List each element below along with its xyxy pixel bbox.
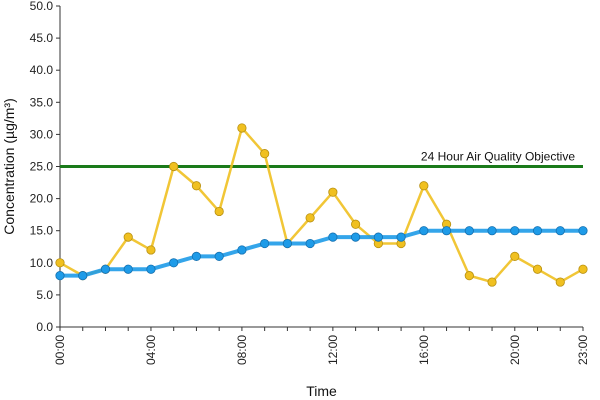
series-point xyxy=(532,264,543,274)
series-point xyxy=(146,264,156,274)
series-point xyxy=(373,232,383,242)
series-point xyxy=(169,258,179,268)
series-point xyxy=(396,232,406,242)
series-group xyxy=(55,123,588,287)
x-tick-label: 23:00 xyxy=(576,335,590,365)
series-point xyxy=(191,251,202,261)
series-point xyxy=(146,245,156,255)
series-point xyxy=(214,206,224,217)
y-tick-label: 30.0 xyxy=(30,127,54,141)
series-point xyxy=(260,149,270,159)
series-point xyxy=(419,226,429,236)
air-quality-objective-label: 24 Hour Air Quality Objective xyxy=(421,150,575,164)
series-point xyxy=(555,226,565,236)
series-point xyxy=(169,161,179,172)
series-point xyxy=(464,271,474,281)
y-tick-label: 45.0 xyxy=(30,31,54,45)
x-tick-label: 20:00 xyxy=(508,335,522,365)
series-point xyxy=(55,271,65,281)
series-point xyxy=(532,226,543,236)
series-point xyxy=(510,226,520,236)
air-quality-objective-line-group: 24 Hour Air Quality Objective xyxy=(60,150,583,168)
series-point xyxy=(123,232,133,242)
x-tick-label: 08:00 xyxy=(235,335,249,365)
series-point xyxy=(351,219,361,229)
series-point xyxy=(510,251,520,261)
y-tick-label: 5.0 xyxy=(36,288,53,302)
y-tick-label: 35.0 xyxy=(30,95,54,109)
y-tick-label: 10.0 xyxy=(30,256,54,270)
series-1 xyxy=(55,123,588,287)
series-point xyxy=(100,264,111,274)
y-tick-label: 40.0 xyxy=(30,63,54,77)
series-point xyxy=(237,123,247,133)
series-point xyxy=(78,271,88,281)
series-point xyxy=(578,226,588,236)
y-tick-label: 20.0 xyxy=(30,192,54,206)
series-point xyxy=(351,232,361,242)
series-point xyxy=(237,245,247,255)
x-axis-ticks: 00:00 04:00 08:00 12:00 16:00 20:00 23:00 xyxy=(53,327,590,365)
series-point xyxy=(464,226,474,236)
series-point xyxy=(487,277,497,287)
series-point xyxy=(578,264,588,274)
y-tick-label: 15.0 xyxy=(30,224,54,238)
y-tick-label: 0.0 xyxy=(36,320,53,334)
series-point xyxy=(328,232,338,242)
series-point xyxy=(487,226,497,236)
y-axis-ticks: 0.0 5.0 10.0 15.0 20.0 25.0 30.0 35.0 40.0 45.0 50… xyxy=(30,0,60,334)
series-point xyxy=(441,226,452,236)
x-tick-label: 16:00 xyxy=(417,335,431,365)
y-tick-label: 25.0 xyxy=(30,160,54,174)
series-point xyxy=(55,258,65,268)
series-point xyxy=(328,187,338,197)
series-point xyxy=(214,251,224,261)
x-tick-label: 00:00 xyxy=(53,335,67,365)
series-point xyxy=(191,181,202,191)
x-axis-title: Time xyxy=(306,383,337,399)
series-point xyxy=(282,238,292,249)
x-tick-label: 04:00 xyxy=(144,335,158,365)
series-point xyxy=(419,181,429,191)
series-point xyxy=(555,277,565,287)
series-point xyxy=(123,264,133,274)
y-axis-title: Concentration (µg/m³) xyxy=(1,98,17,234)
series-point xyxy=(260,238,270,249)
y-tick-label: 50.0 xyxy=(30,0,54,13)
series-point xyxy=(305,213,315,223)
series-2 xyxy=(55,226,588,281)
x-tick-label: 12:00 xyxy=(326,335,340,365)
series-point xyxy=(305,238,315,249)
